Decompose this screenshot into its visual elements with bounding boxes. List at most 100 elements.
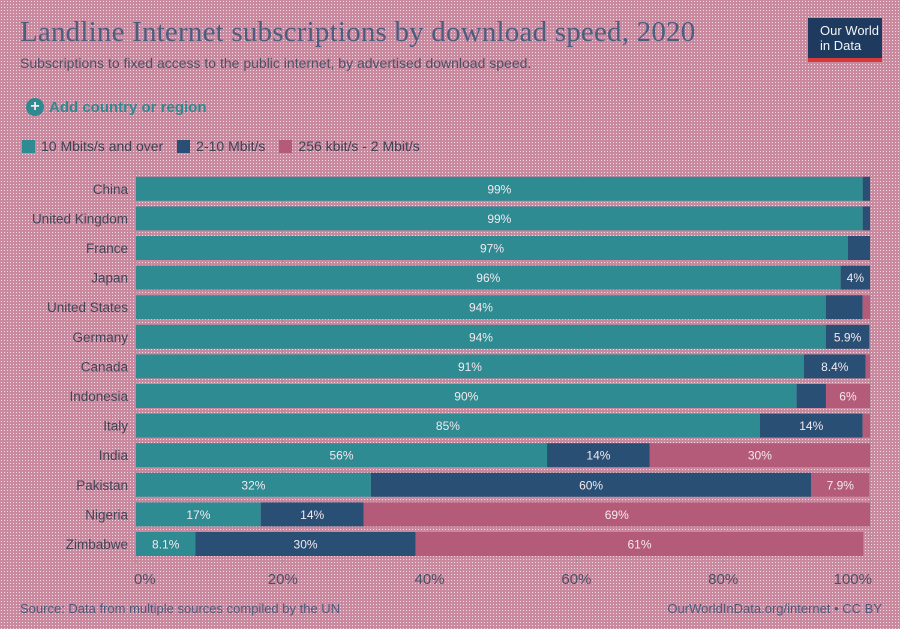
bar-segment xyxy=(136,206,863,231)
category-label: Zimbabwe xyxy=(66,537,128,552)
logo-line-1: Our World xyxy=(820,23,879,38)
bar-segment xyxy=(260,502,364,527)
category-label: India xyxy=(99,448,129,463)
data-label: 60% xyxy=(579,478,603,492)
bar-segment xyxy=(136,532,196,556)
chart-title: Landline Internet subscriptions by downl… xyxy=(20,16,696,48)
legend-label: 256 kbit/s - 2 Mbit/s xyxy=(298,138,420,154)
data-label: 30% xyxy=(294,538,318,552)
legend-label: 2-10 Mbit/s xyxy=(196,138,266,154)
bar-segment xyxy=(363,502,870,527)
category-label: Indonesia xyxy=(69,389,128,404)
bar-segment xyxy=(865,354,870,379)
bar-segment xyxy=(862,206,870,231)
chart-subtitle: Subscriptions to fixed access to the pub… xyxy=(20,55,532,71)
data-label: 8.4% xyxy=(821,360,849,374)
source-note[interactable]: Source: Data from multiple sources compi… xyxy=(20,601,341,616)
bar-segment xyxy=(195,532,416,556)
bar-segment xyxy=(862,413,870,438)
legend-swatch xyxy=(22,139,35,153)
bar-segment xyxy=(869,324,870,349)
bar-segment xyxy=(862,295,870,320)
data-label: 85% xyxy=(436,419,460,433)
category-label: United Kingdom xyxy=(32,211,128,226)
bar-segment xyxy=(862,176,870,201)
data-label: 69% xyxy=(605,508,629,522)
category-label: Canada xyxy=(81,359,129,374)
bar-segment xyxy=(811,472,870,497)
category-label: Italy xyxy=(103,419,128,434)
legend-label: 10 Mbits/s and over xyxy=(41,138,164,154)
bar-segment xyxy=(136,443,548,468)
data-label: 99% xyxy=(487,182,511,196)
bar-segment xyxy=(415,532,864,556)
bar-segment xyxy=(136,295,826,320)
data-label: 56% xyxy=(330,449,354,463)
data-label: 97% xyxy=(480,242,504,256)
data-label: 8.1% xyxy=(152,538,180,552)
data-label: 5.9% xyxy=(834,330,862,344)
x-tick-label: 20% xyxy=(268,571,298,588)
bar-segment xyxy=(136,265,841,290)
data-label: 14% xyxy=(300,508,324,522)
bar-segment xyxy=(136,384,797,408)
category-label: United States xyxy=(47,300,128,315)
bar-segment xyxy=(847,236,870,260)
bar-segment xyxy=(136,324,826,349)
category-label: Nigeria xyxy=(85,507,128,522)
category-label: Pakistan xyxy=(76,478,128,493)
data-label: 99% xyxy=(487,212,511,226)
x-tick-label: 60% xyxy=(561,571,591,588)
x-tick-label: 80% xyxy=(708,571,738,588)
legend-swatch xyxy=(279,139,293,153)
add-country-label: Add country or region xyxy=(49,98,207,116)
data-label: 94% xyxy=(469,330,493,344)
x-tick-label: 100% xyxy=(834,571,872,588)
bar-segment xyxy=(825,324,870,349)
legend-item-10mbit[interactable]: 10 Mbits/s and over xyxy=(22,138,163,154)
footer-link[interactable]: OurWorldInData.org/internet • CC BY xyxy=(667,601,882,616)
add-country-button[interactable]: + Add country or region xyxy=(26,96,207,118)
bar-segment xyxy=(136,472,371,497)
plus-circle-icon: + xyxy=(26,98,44,116)
data-label: 17% xyxy=(186,508,210,522)
data-label: 4% xyxy=(847,271,865,285)
bar-segment xyxy=(136,236,848,260)
bar-segment xyxy=(803,354,866,379)
bar-segment xyxy=(136,354,804,379)
data-label: 61% xyxy=(628,538,652,552)
data-label: 94% xyxy=(469,301,493,315)
legend-item-256kbit[interactable]: 256 kbit/s - 2 Mbit/s xyxy=(279,138,420,154)
bar-segment xyxy=(370,472,812,497)
data-label: 90% xyxy=(454,390,478,404)
data-label: 14% xyxy=(799,419,823,433)
category-label: Japan xyxy=(91,271,128,286)
category-label: France xyxy=(86,241,128,256)
category-label: China xyxy=(93,182,129,197)
bar-segment xyxy=(649,443,870,468)
bar-segment xyxy=(825,295,863,320)
owid-logo[interactable]: Our World in Data xyxy=(808,18,882,62)
bar-segment xyxy=(136,176,863,201)
x-tick-label: 0% xyxy=(134,571,156,588)
category-label: Germany xyxy=(72,330,128,345)
data-label: 91% xyxy=(458,360,482,374)
data-label: 14% xyxy=(586,449,610,463)
bar-segment xyxy=(825,384,870,408)
bar-segment xyxy=(136,413,760,438)
bar-segment xyxy=(759,413,863,438)
data-label: 30% xyxy=(748,449,772,463)
data-label: 32% xyxy=(241,478,265,492)
legend: 10 Mbits/s and over 2-10 Mbit/s 256 kbit… xyxy=(22,138,434,154)
data-label: 6% xyxy=(839,390,857,404)
logo-line-2: in Data xyxy=(820,38,862,53)
data-label: 7.9% xyxy=(827,478,855,492)
legend-item-2-10mbit[interactable]: 2-10 Mbit/s xyxy=(177,138,265,154)
data-label: 96% xyxy=(476,271,500,285)
bar-segment xyxy=(547,443,650,468)
bar-segment xyxy=(796,384,826,408)
bar-segment xyxy=(840,265,870,290)
bar-segment xyxy=(136,502,261,527)
